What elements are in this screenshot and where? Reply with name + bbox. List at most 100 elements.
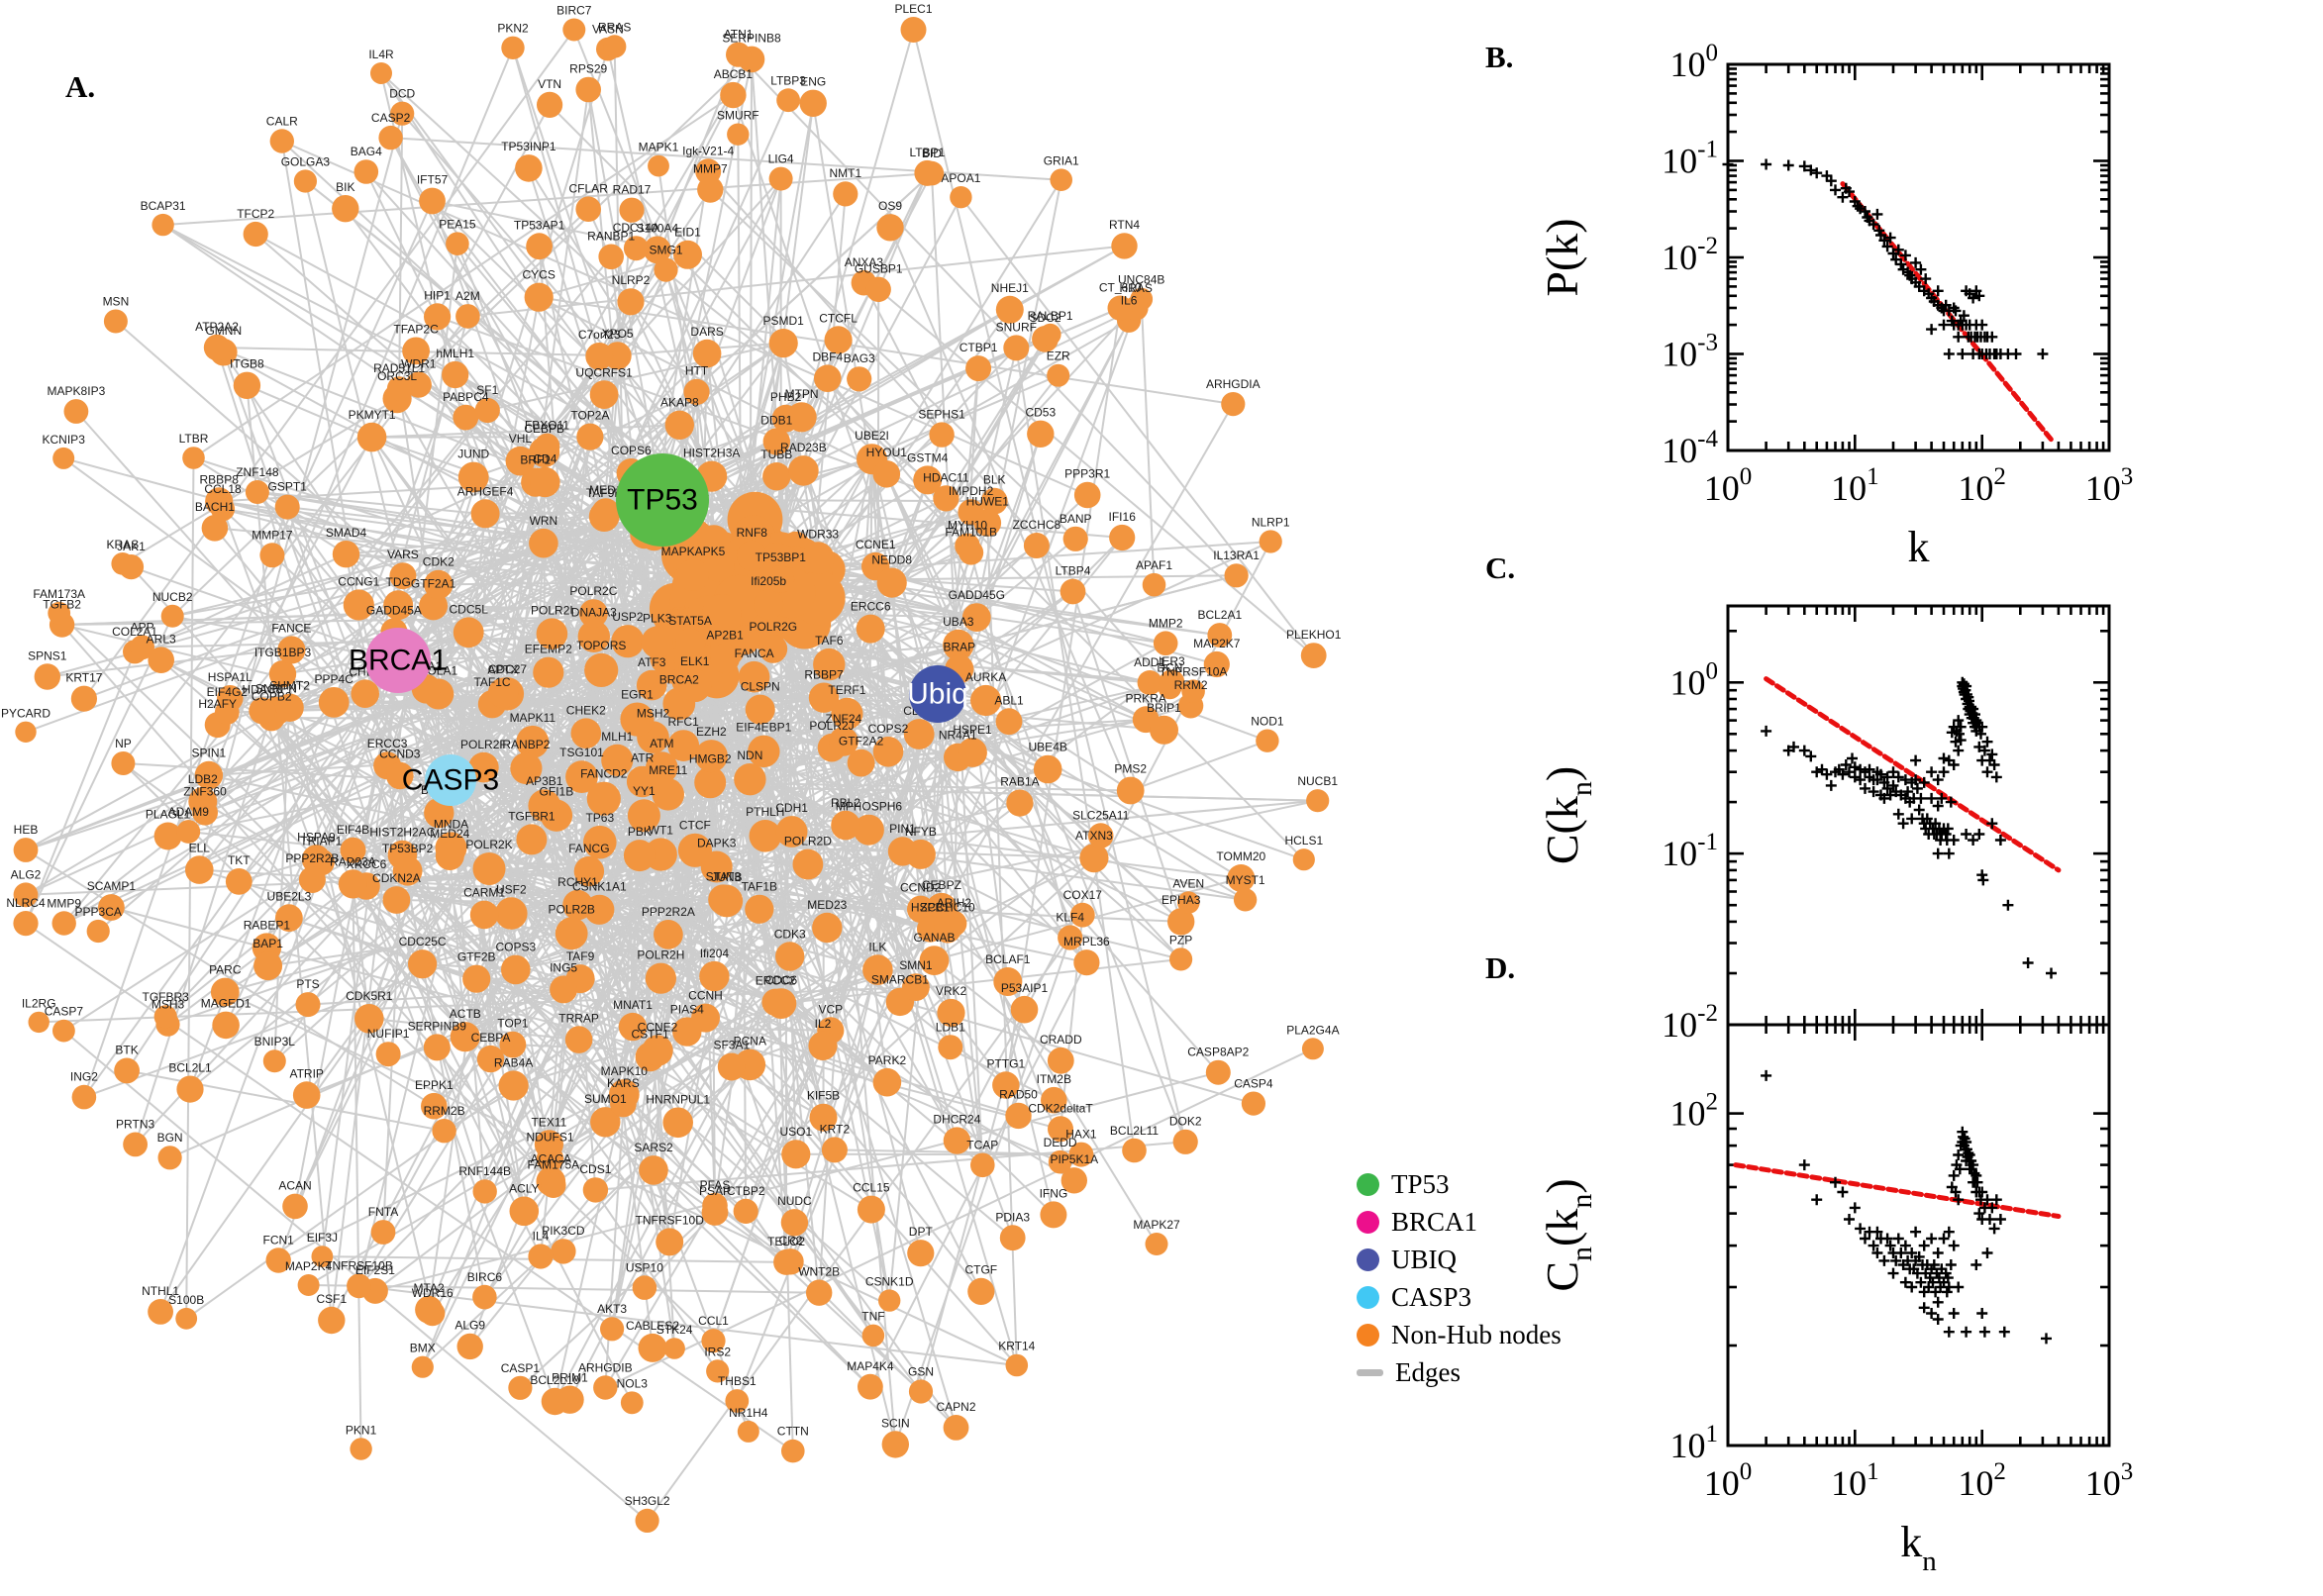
network-node (570, 718, 602, 748)
network-node (992, 1071, 1020, 1099)
network-node-label: POLR2J (809, 719, 854, 733)
edge (775, 441, 922, 855)
network-node (1301, 1038, 1324, 1060)
edge (467, 475, 777, 634)
network-node-label: CDK5R1 (346, 989, 393, 1003)
network-node-label: ARHGDIA (1206, 377, 1261, 391)
network-node (1111, 233, 1138, 259)
network-node-label: AVEN (1172, 876, 1204, 890)
network-node-label: PDIA3 (995, 1210, 1030, 1224)
edge (345, 553, 486, 1298)
network-node (938, 1035, 963, 1060)
network-node (775, 942, 805, 971)
network-node-label: GTF2A2 (839, 735, 884, 748)
network-node (887, 837, 918, 866)
hub-node-casp3 (425, 754, 476, 806)
network-node (509, 1196, 540, 1227)
network-node (806, 1279, 833, 1306)
network-node-label: RBBP7 (804, 668, 844, 682)
network-node (265, 1247, 291, 1273)
network-node-label: BLK (983, 473, 1006, 487)
network-node (153, 822, 182, 850)
edge (374, 802, 1021, 1292)
edge (25, 650, 137, 924)
edge (397, 352, 708, 661)
network-node (405, 371, 432, 398)
network-node-label: BCLAF1 (985, 952, 1031, 966)
network-node (274, 494, 300, 520)
network-node-label: NLRP1 (1252, 515, 1290, 529)
network-node-label: NUCB2 (152, 590, 193, 604)
edge (598, 842, 658, 1051)
network-node-label: CDK3 (774, 927, 806, 941)
network-node (275, 693, 304, 722)
edge (826, 762, 862, 929)
network-node-label: A2M (455, 289, 480, 303)
network-node-label: VHL (509, 432, 533, 446)
network-node-label: CTCFL (819, 311, 858, 325)
brca1-legend-dot (1357, 1211, 1379, 1234)
network-node (847, 748, 875, 777)
network-node-label: PLA2G4A (1286, 1023, 1339, 1037)
network-node-label: FANCD2 (580, 767, 628, 781)
network-node (1107, 295, 1133, 321)
network-node-label: EIF2S1 (355, 1263, 395, 1277)
network-node (934, 915, 961, 944)
network-node-label: CCND3 (379, 748, 421, 761)
network-node (1207, 623, 1233, 648)
network-node-label: STAT3 (706, 869, 742, 883)
edge (25, 572, 736, 851)
network-node (442, 360, 469, 389)
x-tick-label: 100 (1704, 463, 1753, 508)
network-node-label: SCIN (881, 1416, 910, 1430)
edge (425, 481, 547, 690)
network-node (745, 894, 774, 924)
edge (788, 591, 1018, 1366)
network-node-label: ARHGDIB (578, 1360, 633, 1374)
network-node (1060, 578, 1086, 605)
network-node (881, 1431, 909, 1458)
network-node-label: DBF4 (812, 350, 843, 364)
network-node-label: ABL1 (994, 693, 1024, 707)
network-node (776, 88, 800, 113)
network-node-label: TOP2A (570, 409, 609, 423)
network-node-label: ZNF360 (183, 785, 227, 799)
x-tick-label: 102 (1958, 1458, 2005, 1503)
network-node-label: CDS1 (579, 1162, 611, 1176)
network-node (269, 129, 294, 153)
network-node-label: EPHA3 (1162, 893, 1201, 907)
network-node-label: MTPN (785, 387, 819, 401)
network-node-label: NR4A1 (939, 729, 977, 743)
network-node (415, 1295, 444, 1324)
network-node (737, 1420, 759, 1443)
network-node (424, 569, 454, 600)
network-node-label: WT1 (649, 823, 674, 837)
network-node-label: WDR16 (412, 1286, 454, 1300)
network-node-label: TP53AP1 (514, 218, 565, 232)
edge (225, 612, 595, 1027)
network-node (965, 355, 992, 382)
network-node (601, 744, 634, 777)
network-node (575, 76, 601, 103)
network-node (498, 1070, 529, 1101)
edge (188, 831, 403, 856)
network-node-label: POLR2G (749, 620, 797, 634)
y-tick-label: 100 (1670, 40, 1719, 84)
network-node (419, 187, 446, 215)
legend-label: Edges (1395, 1357, 1461, 1387)
network-node (1109, 524, 1136, 551)
network-node (999, 1225, 1026, 1251)
network-legend: TP53 BRCA1 UBIQ CASP3 Non-Hub nodes Edges (1357, 1170, 1562, 1387)
edge (937, 693, 1242, 879)
network-node (610, 1090, 637, 1118)
network-node-label: EIF4G2 (207, 685, 249, 699)
network-node-label: UBE2L3 (267, 889, 312, 903)
network-node (593, 1375, 618, 1400)
network-node (821, 1137, 848, 1163)
network-node-label: EFEMP2 (525, 643, 572, 656)
network-node (370, 62, 392, 84)
network-node (1150, 715, 1178, 745)
axis-ticks (1728, 64, 2109, 450)
edge (870, 458, 889, 752)
